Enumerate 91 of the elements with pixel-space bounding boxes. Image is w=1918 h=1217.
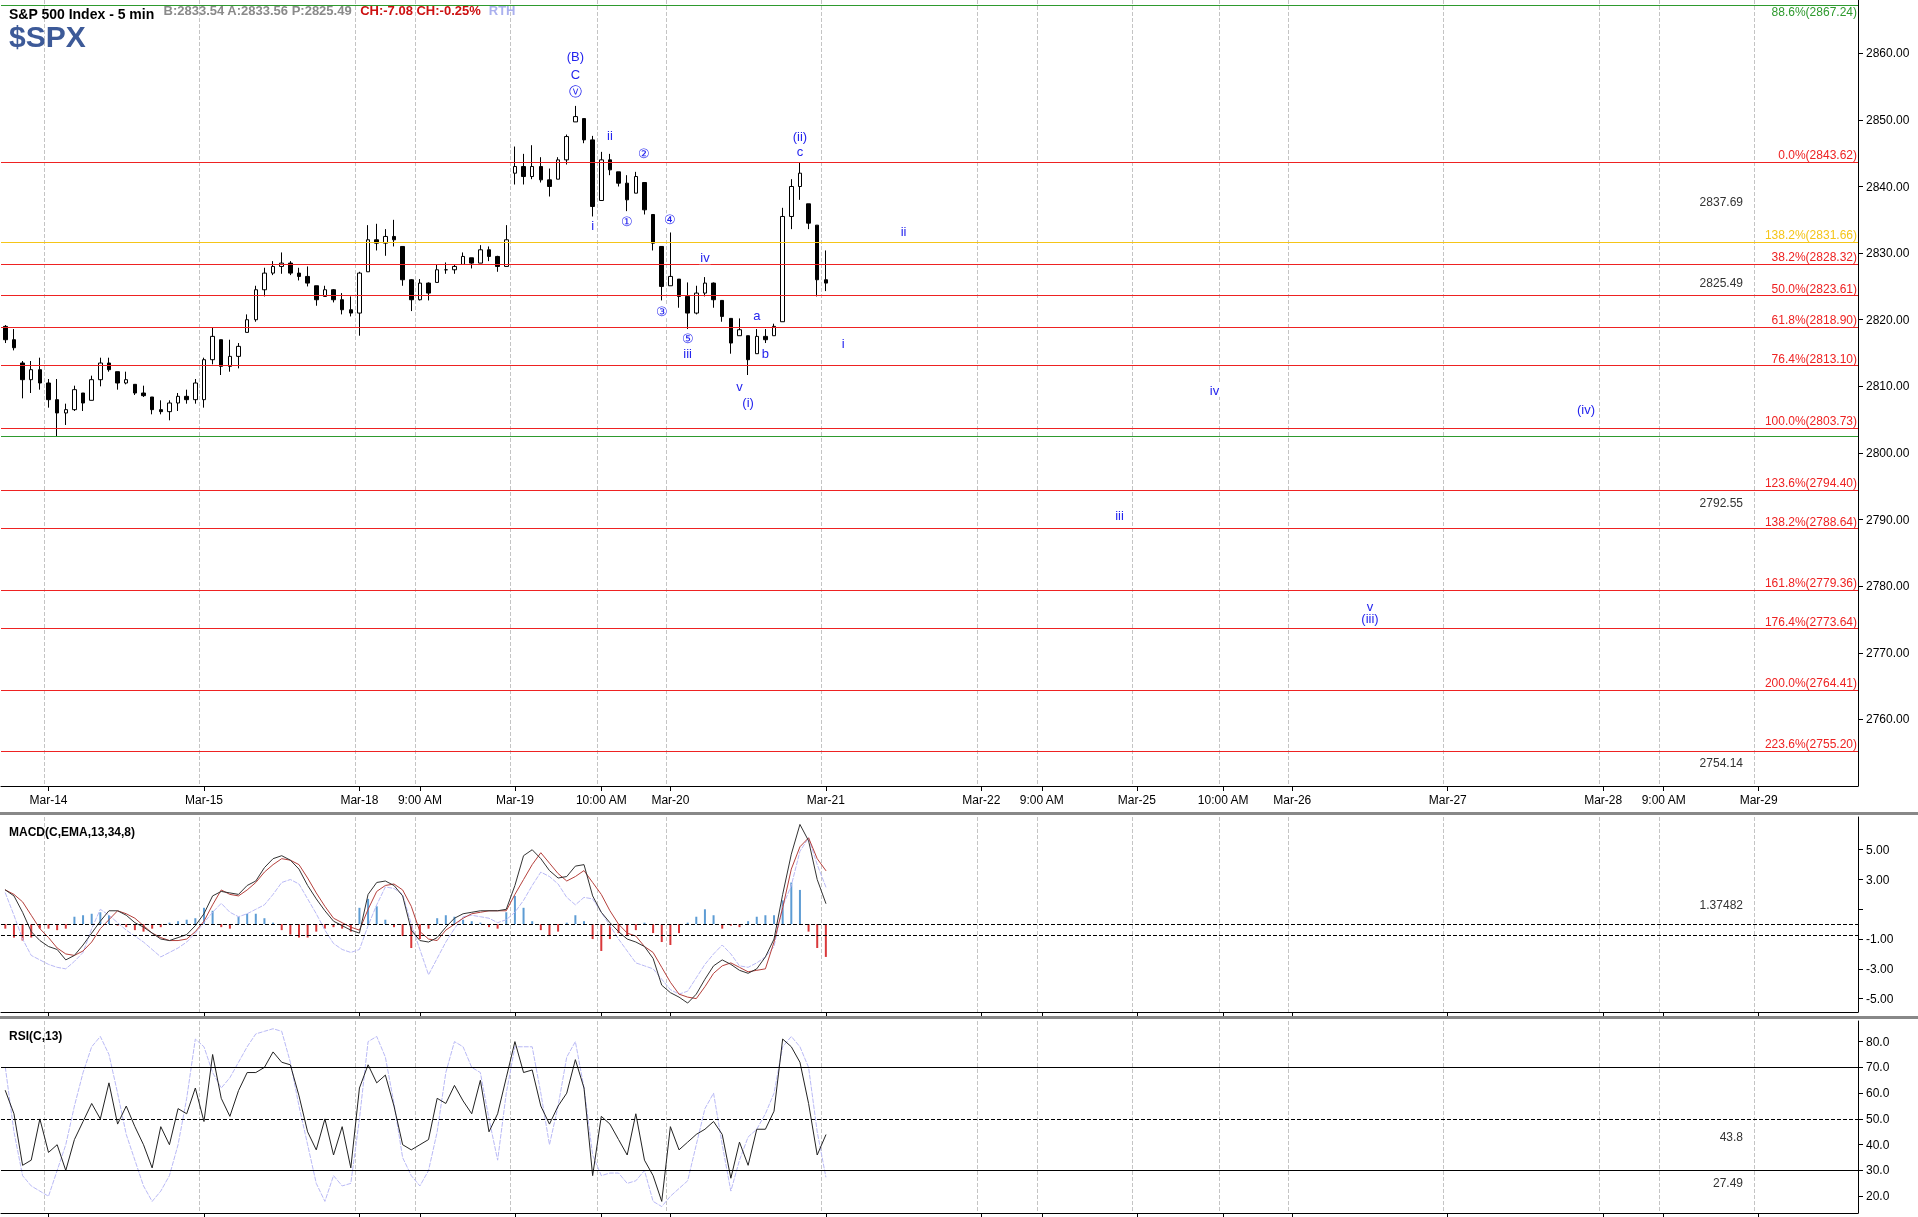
annotation: iii: [683, 346, 693, 362]
text: $SPX: [9, 19, 86, 53]
annotation: 43.8: [1719, 1130, 1744, 1144]
annotation: ii: [900, 224, 907, 240]
annotation: 2837.69: [1699, 195, 1744, 209]
annotation: a: [753, 307, 762, 323]
y-tick-label: -3.00: [1866, 961, 1894, 976]
annotation: (ii): [792, 129, 808, 145]
x-tick-label: Mar-29: [1739, 793, 1778, 807]
annotation: iv: [1209, 382, 1220, 398]
annotation: CH:-7.08 CH:-0.25%: [360, 3, 482, 18]
y-tick-label: 80.0: [1866, 1034, 1890, 1049]
ref-line-label: 138.2%(2831.66): [1764, 228, 1857, 243]
y-tick-label: 2840.00: [1866, 179, 1910, 194]
annotation: 2792.55: [1699, 496, 1744, 510]
annotation: 1.37482: [1699, 898, 1744, 912]
annotation: ①: [621, 214, 634, 230]
annotation: iv: [700, 250, 711, 266]
y-tick-label: -5.00: [1866, 991, 1894, 1006]
x-tick-label: Mar-14: [29, 793, 68, 807]
x-tick-label: Mar-28: [1584, 793, 1623, 807]
y-tick-label: 5.00: [1866, 842, 1890, 857]
annotation: RTH: [488, 3, 516, 18]
y-tick-label: 2850.00: [1866, 112, 1910, 127]
y-tick-label: 3.00: [1866, 872, 1890, 887]
annotation: ②: [638, 145, 651, 161]
y-tick-label: 2770.00: [1866, 645, 1910, 660]
annotation: 2825.49: [1699, 276, 1744, 290]
y-tick-label: 70.0: [1866, 1060, 1890, 1075]
y-tick-label: 20.0: [1866, 1189, 1890, 1204]
y-tick-label: 2780.00: [1866, 579, 1910, 594]
y-tick-label: 2830.00: [1866, 246, 1910, 261]
annotation: (B): [566, 49, 585, 65]
ref-line-label: 161.8%(2779.36): [1764, 576, 1857, 591]
ref-line-label: 38.2%(2828.32): [1771, 250, 1857, 265]
y-tick-label: 2790.00: [1866, 512, 1910, 527]
annotation: C: [570, 67, 581, 83]
ref-line-label: 100.0%(2803.73): [1764, 414, 1857, 429]
x-tick-label: 10:00 AM: [1197, 793, 1249, 807]
y-tick-label: 2820.00: [1866, 312, 1910, 327]
ref-line-label: 50.0%(2823.61): [1771, 281, 1857, 296]
y-tick-label: -1.00: [1866, 932, 1894, 947]
x-tick-label: Mar-25: [1117, 793, 1157, 807]
annotation: (i): [742, 394, 754, 410]
x-tick-label: Mar-26: [1273, 793, 1312, 807]
text: MACD(C,EMA,13,34,8): [9, 825, 136, 839]
annotation: 27.49: [1712, 1176, 1744, 1190]
annotation: ⑤: [681, 330, 694, 346]
annotation: ii: [607, 128, 613, 144]
text: RSI(C,13): [9, 1029, 63, 1043]
x-tick-label: Mar-22: [962, 793, 1001, 807]
ref-line-label: 123.6%(2794.40): [1764, 476, 1857, 491]
ref-line-label: 223.6%(2755.20): [1764, 737, 1857, 752]
annotation: B:2833.54 A:2833.56 P:2825.49: [163, 3, 352, 18]
ref-line-label: 138.2%(2788.64): [1764, 514, 1857, 529]
x-tick-label: Mar-15: [184, 793, 224, 807]
y-tick-label: 2860.00: [1866, 46, 1910, 61]
annotation: v: [736, 378, 744, 394]
x-tick-label: 9:00 AM: [397, 793, 442, 807]
x-tick-label: 10:00 AM: [575, 793, 627, 807]
annotation: ③: [655, 304, 668, 320]
annotation: ④: [664, 212, 677, 228]
x-tick-label: Mar-27: [1428, 793, 1468, 807]
x-tick-label: 9:00 AM: [1641, 793, 1686, 807]
ref-line-label: 0.0%(2843.62): [1778, 148, 1857, 163]
y-tick-label: 60.0: [1866, 1086, 1890, 1101]
x-tick-label: Mar-19: [495, 793, 535, 807]
annotation: ⓥ: [568, 84, 582, 100]
y-tick-label: 2810.00: [1866, 379, 1910, 394]
annotation: i: [591, 218, 595, 234]
ref-line-label: 76.4%(2813.10): [1771, 351, 1857, 366]
chart-title: S&P 500 Index - 5 min: [9, 6, 155, 22]
ref-line-label: 176.4%(2773.64): [1764, 614, 1857, 629]
y-tick-label: 30.0: [1866, 1163, 1890, 1178]
annotation: i: [841, 336, 845, 352]
annotation: b: [761, 346, 770, 362]
annotation: c: [796, 144, 804, 160]
y-tick-label: 50.0: [1866, 1111, 1890, 1126]
x-tick-label: Mar-18: [340, 793, 379, 807]
y-tick-label: 40.0: [1866, 1137, 1890, 1152]
ref-line-label: 61.8%(2818.90): [1771, 313, 1857, 328]
x-tick-label: Mar-21: [806, 793, 846, 807]
y-tick-label: 2760.00: [1866, 712, 1910, 727]
annotation: (iv): [1576, 402, 1595, 418]
x-tick-label: 9:00 AM: [1019, 793, 1064, 807]
ref-line-label: 200.0%(2764.41): [1764, 676, 1857, 691]
annotation: 2754.14: [1699, 756, 1744, 770]
x-tick-label: Mar-20: [651, 793, 690, 807]
ref-line-label: 88.6%(2867.24): [1771, 5, 1857, 20]
annotation: iii: [1115, 508, 1124, 524]
y-tick-label: 2800.00: [1866, 445, 1910, 460]
